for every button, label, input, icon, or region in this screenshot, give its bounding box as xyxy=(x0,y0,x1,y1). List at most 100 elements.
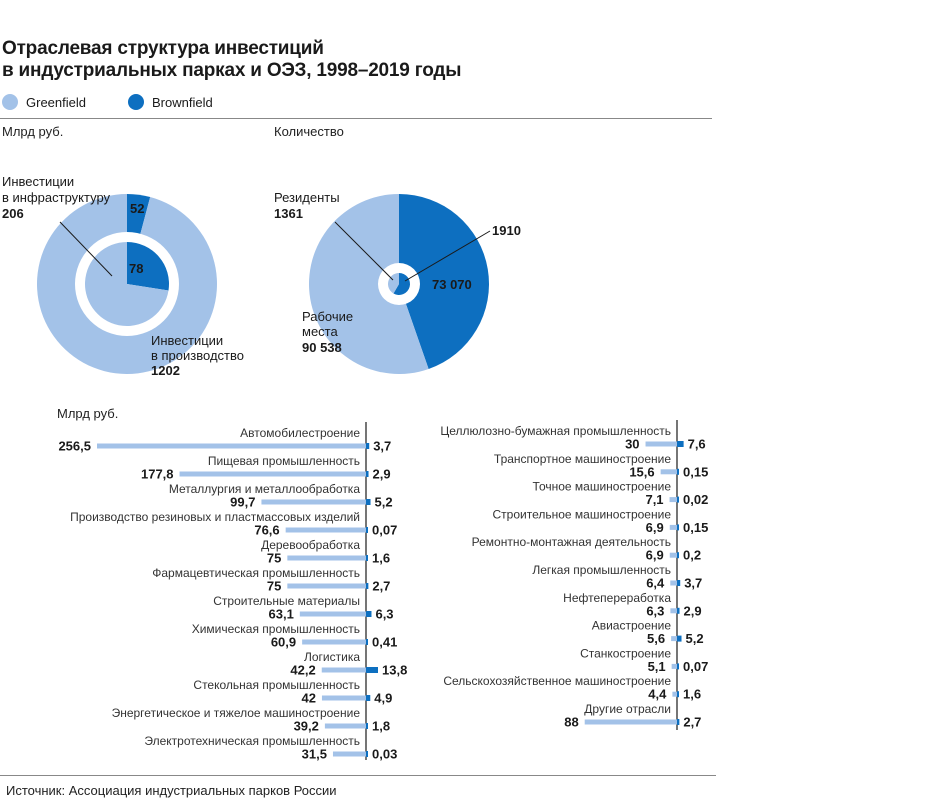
left-greenfield-bar xyxy=(321,667,366,673)
left-brownfield-bar xyxy=(366,583,369,589)
right-brownfield-bar xyxy=(677,524,679,531)
left-greenfield-value: 177,8 xyxy=(141,467,174,482)
left-greenfield-value: 31,5 xyxy=(302,747,327,762)
counts-outer-greenfield-slice xyxy=(308,194,429,375)
left-category-label: Автомобилестроение xyxy=(240,426,360,440)
right-brownfield-bar xyxy=(677,663,679,670)
left-category-label: Логистика xyxy=(304,650,360,664)
left-greenfield-bar xyxy=(332,751,366,757)
left-category-label: Металлургия и металлообработка xyxy=(169,482,360,496)
right-brownfield-value: 7,6 xyxy=(688,437,706,452)
left-greenfield-value: 75 xyxy=(267,579,281,594)
residents-greenfield-value: 1361 xyxy=(274,206,303,221)
legend-item-greenfield: Greenfield xyxy=(2,94,86,110)
right-greenfield-value: 7,1 xyxy=(645,492,663,507)
left-greenfield-bar xyxy=(261,499,366,505)
right-greenfield-value: 5,6 xyxy=(647,631,665,646)
right-brownfield-value: 3,7 xyxy=(684,576,702,591)
jobs-label-line1: Рабочие xyxy=(302,309,353,324)
left-greenfield-value: 60,9 xyxy=(271,635,296,650)
right-category-label: Станкостроение xyxy=(580,646,671,660)
left-brownfield-bar xyxy=(366,527,368,533)
left-greenfield-bar xyxy=(285,527,366,533)
left-category-label: Пищевая промышленность xyxy=(208,454,360,468)
left-brownfield-value: 6,3 xyxy=(375,607,393,622)
bars-unit: Млрд руб. xyxy=(57,406,119,421)
right-category-label: Транспортное машиностроение xyxy=(494,452,671,466)
left-brownfield-bar xyxy=(366,555,368,561)
left-greenfield-bar xyxy=(324,723,366,729)
right-category-label: Легкая промышленность xyxy=(532,563,671,577)
right-brownfield-bar xyxy=(677,691,679,698)
right-category-label: Целлюлозно-бумажная промышленность xyxy=(440,424,671,438)
right-category-label: Нефтепереработка xyxy=(563,591,671,605)
left-category-label: Энергетическое и тяжелое машиностроение xyxy=(112,706,361,720)
right-brownfield-value: 0,07 xyxy=(683,659,708,674)
right-greenfield-bar xyxy=(671,636,677,642)
infra-label-line1: Инвестиции xyxy=(2,174,74,189)
right-category-label: Сельскохозяйственное машиностроение xyxy=(443,674,671,688)
left-brownfield-value: 2,7 xyxy=(372,579,390,594)
right-category-label: Ремонтно-монтажная деятельность xyxy=(472,535,671,549)
jobs-label-line2: места xyxy=(302,324,338,339)
left-brownfield-bar xyxy=(366,723,368,729)
right-category-label: Другие отрасли xyxy=(584,702,671,716)
right-category-label: Авиастроение xyxy=(592,619,672,633)
right-brownfield-bar xyxy=(677,468,679,475)
left-brownfield-value: 13,8 xyxy=(382,663,407,678)
left-brownfield-bar xyxy=(366,695,371,701)
right-greenfield-bar xyxy=(670,580,677,586)
residents-greenfield-leader xyxy=(334,221,394,281)
title-line-1: Отраслевая структура инвестиций xyxy=(2,38,324,59)
bottom-divider xyxy=(0,775,716,776)
left-greenfield-bar xyxy=(287,555,366,561)
left-greenfield-value: 63,1 xyxy=(269,607,294,622)
counts-outer-brownfield-slice xyxy=(399,194,489,369)
left-greenfield-bar xyxy=(321,695,366,701)
right-greenfield-value: 5,1 xyxy=(648,659,666,674)
right-brownfield-bar xyxy=(677,580,681,586)
right-greenfield-value: 4,4 xyxy=(648,687,667,702)
residents-brownfield-value: 1910 xyxy=(492,223,521,238)
left-greenfield-bar xyxy=(179,471,366,477)
right-greenfield-value: 88 xyxy=(564,715,578,730)
left-brownfield-bar xyxy=(366,499,371,505)
right-brownfield-value: 1,6 xyxy=(683,687,701,702)
left-category-label: Строительные материалы xyxy=(213,594,360,608)
infra-brownfield-value: 78 xyxy=(129,261,143,276)
left-brownfield-value: 5,2 xyxy=(375,495,393,510)
left-greenfield-value: 256,5 xyxy=(58,439,91,454)
prod-brownfield-value: 52 xyxy=(130,201,144,216)
jobs-brownfield-value: 73 070 xyxy=(432,277,472,292)
right-brownfield-bar xyxy=(677,496,679,503)
right-greenfield-value: 6,9 xyxy=(646,548,664,563)
left-greenfield-value: 39,2 xyxy=(294,719,319,734)
right-greenfield-value: 6,9 xyxy=(646,520,664,535)
prod-label-line2: в производство xyxy=(151,348,244,363)
right-greenfield-bar xyxy=(670,608,677,614)
right-greenfield-bar xyxy=(672,691,677,697)
right-greenfield-value: 6,3 xyxy=(646,603,664,618)
legend-label-greenfield: Greenfield xyxy=(26,94,86,110)
right-greenfield-value: 30 xyxy=(625,437,639,452)
investments-inner-brownfield-slice xyxy=(127,242,169,291)
right-greenfield-bar xyxy=(584,719,677,725)
right-category-label: Строительное машиностроение xyxy=(493,507,672,521)
left-brownfield-bar xyxy=(366,443,370,449)
right-brownfield-bar xyxy=(677,635,682,642)
right-brownfield-value: 0,15 xyxy=(683,520,708,535)
left-category-label: Производство резиновых и пластмассовых и… xyxy=(70,510,360,524)
legend-swatch-brownfield xyxy=(127,94,144,110)
left-greenfield-value: 75 xyxy=(267,551,281,566)
left-category-label: Электротехническая промышленность xyxy=(144,734,360,748)
left-greenfield-value: 42,2 xyxy=(290,663,315,678)
donut1-unit: Млрд руб. xyxy=(2,124,64,139)
right-brownfield-value: 0,2 xyxy=(683,548,701,563)
right-brownfield-value: 0,02 xyxy=(683,492,708,507)
right-greenfield-bar xyxy=(669,552,677,558)
legend-label-brownfield: Brownfield xyxy=(151,94,213,110)
right-greenfield-value: 6,4 xyxy=(646,576,665,591)
legend-item-brownfield: Brownfield xyxy=(127,94,213,110)
